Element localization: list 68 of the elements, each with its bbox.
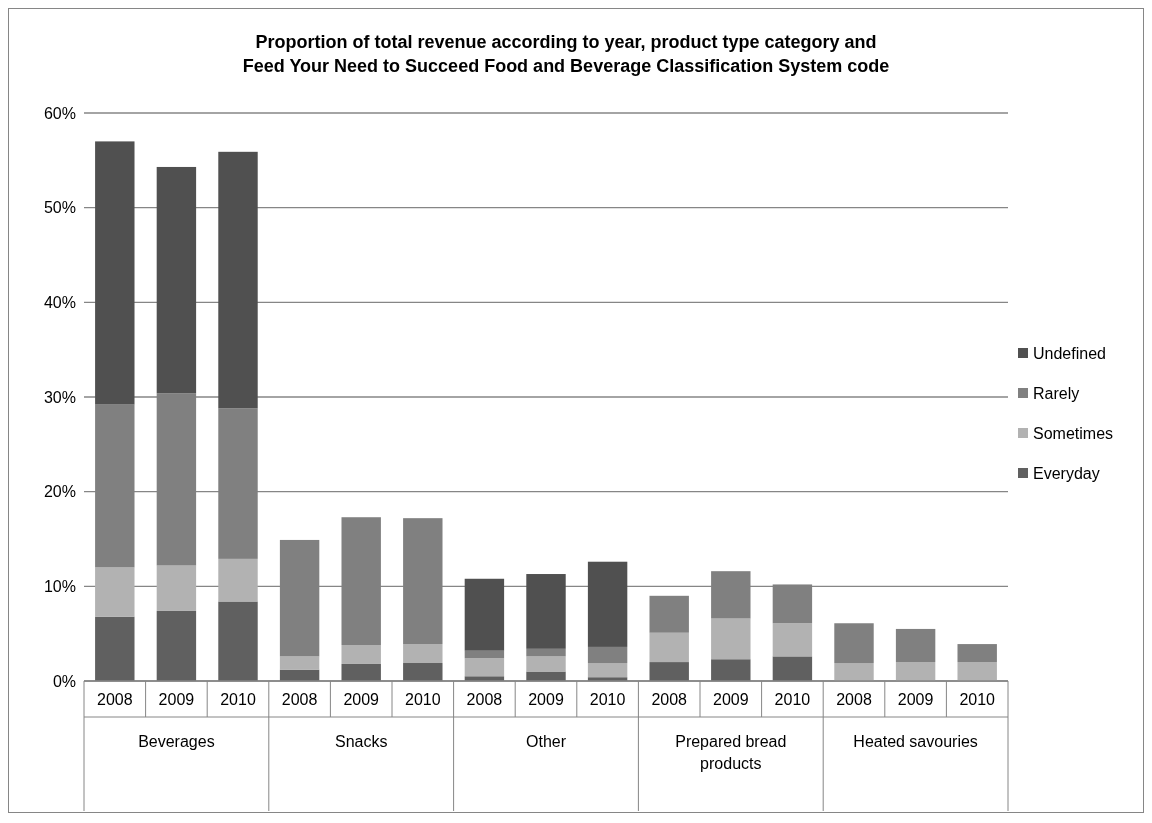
bar <box>95 141 135 405</box>
bar <box>957 644 997 663</box>
x-tick-label: 2008 <box>466 691 503 708</box>
bar <box>464 650 505 659</box>
legend-label: Undefined <box>1033 344 1106 362</box>
bar <box>834 623 874 664</box>
x-tick-label: 2010 <box>589 691 626 708</box>
bar <box>957 662 997 681</box>
bar <box>587 646 628 664</box>
bar <box>156 610 197 681</box>
y-tick-label: 0% <box>52 672 76 690</box>
bar <box>895 662 936 681</box>
x-tick-label: 2010 <box>959 691 996 708</box>
x-tick-label: 2010 <box>405 691 441 708</box>
bar <box>649 595 689 633</box>
x-tick-label: 2010 <box>774 691 811 708</box>
x-tick-label: 2009 <box>528 691 564 708</box>
bar <box>526 574 566 649</box>
y-tick-label: 10% <box>43 577 76 595</box>
x-tick-label: 2009 <box>897 691 934 708</box>
y-tick-label: 20% <box>43 483 76 501</box>
y-tick-label: 40% <box>43 293 76 311</box>
bar <box>218 558 258 602</box>
bar <box>218 151 258 409</box>
bar <box>649 662 689 681</box>
bar <box>711 659 751 681</box>
bar <box>772 656 813 681</box>
text: Prepared bread products <box>675 733 787 772</box>
x-tick-label: 2008 <box>281 691 318 708</box>
legend-label: Rarely <box>1033 384 1080 402</box>
text: Heated savouries <box>853 733 978 750</box>
text: Snacks <box>334 733 388 750</box>
bar <box>834 663 874 681</box>
text: Other <box>525 733 567 750</box>
bar <box>95 567 135 617</box>
bar <box>341 663 381 681</box>
x-tick-label: 2008 <box>651 691 688 708</box>
bar <box>403 663 443 681</box>
bar <box>587 663 628 678</box>
legend-label: Sometimes <box>1033 424 1114 442</box>
bar <box>218 601 258 681</box>
x-tick-label: 2009 <box>713 691 749 708</box>
bar <box>341 645 381 664</box>
y-tick-label: 60% <box>43 104 76 122</box>
bar <box>403 644 443 664</box>
x-tick-label: 2009 <box>158 691 195 708</box>
y-tick-label: 30% <box>43 388 76 406</box>
bar <box>526 648 566 657</box>
x-tick-label: 2008 <box>836 691 872 708</box>
legend-label: Everyday <box>1033 464 1100 482</box>
bar <box>649 632 689 663</box>
bar <box>895 628 936 663</box>
bar <box>156 565 197 611</box>
x-tick-label: 2009 <box>343 691 380 708</box>
bar <box>464 658 505 677</box>
x-tick-label: 2008 <box>97 691 133 708</box>
bar <box>587 561 628 647</box>
x-tick-label: 2010 <box>220 691 256 708</box>
bar <box>711 618 751 660</box>
bar <box>772 623 813 657</box>
bar <box>464 578 505 651</box>
bar <box>279 656 320 670</box>
bar <box>526 656 566 672</box>
chart-title: Proportion of total revenue according to year, product type category and Feed Your Need to Succeed Food and Beverage Classification System code <box>242 32 890 76</box>
y-tick-label: 50% <box>43 199 76 217</box>
bar <box>95 616 135 681</box>
bar <box>156 166 197 394</box>
text: Beverages <box>138 733 215 750</box>
